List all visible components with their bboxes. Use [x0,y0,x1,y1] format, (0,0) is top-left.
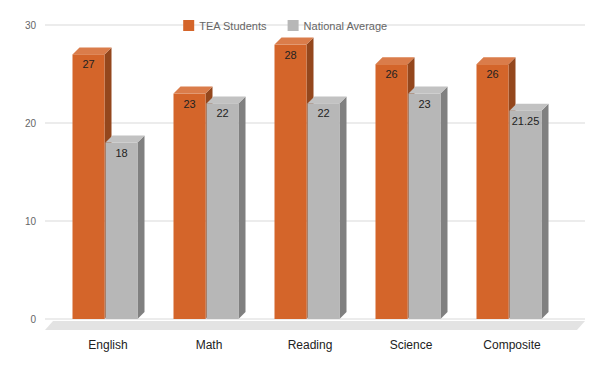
bar-top [174,87,213,94]
bar-top [376,57,415,64]
bar-top [106,136,145,143]
bar-top [73,47,112,54]
bar [510,111,542,319]
data-labels: 27 23 28 26 26 18 22 22 23 21.25 [82,49,539,159]
bar [275,45,307,319]
bar [73,54,105,319]
y-tick-label: 10 [25,216,37,227]
legend-swatch [183,20,194,31]
bar [308,103,340,319]
legend: TEA Students National Average [183,20,387,32]
data-label: 27 [82,58,94,70]
grid [45,25,585,319]
bar [207,103,239,319]
y-tick-label: 0 [30,314,36,325]
bar-top [477,57,516,64]
page: {"chart_data": {"type": "bar", "categori… [0,0,600,371]
data-label: 22 [216,107,228,119]
bar-3d [409,87,448,319]
bar-side [138,136,145,319]
data-label: 23 [183,98,195,110]
bar-side [340,96,347,319]
bar [174,94,206,319]
bar-top [409,87,448,94]
x-tick-label: Science [390,338,433,352]
bar [409,94,441,319]
bar-3d [510,104,549,319]
x-tick-label: Composite [483,338,541,352]
y-tick-label: 30 [25,20,37,31]
bar-3d [207,96,246,319]
bar-3d [308,96,347,319]
legend-label: National Average [304,20,388,32]
bar [106,143,138,319]
data-label: 26 [385,68,397,80]
data-label: 23 [418,98,430,110]
bar-side [441,87,448,319]
floor [45,321,585,330]
data-label: 22 [317,107,329,119]
chart-svg: 0 10 20 30 27 23 28 26 26 18 22 22 23 21.25 English Mat… [0,0,600,371]
bar-top [275,38,314,45]
bar-top [308,96,347,103]
bar-3d [106,136,145,319]
y-tick-label: 20 [25,118,37,129]
x-tick-label: Math [196,338,223,352]
bar [477,64,509,319]
x-tick-label: Reading [288,338,333,352]
data-label: 18 [115,147,127,159]
bar-side [239,96,246,319]
x-tick-label: English [88,338,127,352]
bar-top [207,96,246,103]
bar [376,64,408,319]
legend-swatch [288,20,299,31]
data-label: 21.25 [512,115,540,127]
legend-label: TEA Students [199,20,267,32]
bars [73,38,549,319]
chart-container: 0 10 20 30 27 23 28 26 26 18 22 22 23 21.25 English Mat… [0,0,600,371]
data-label: 28 [284,49,296,61]
bar-side [542,104,549,319]
data-label: 26 [486,68,498,80]
bar-top [510,104,549,111]
